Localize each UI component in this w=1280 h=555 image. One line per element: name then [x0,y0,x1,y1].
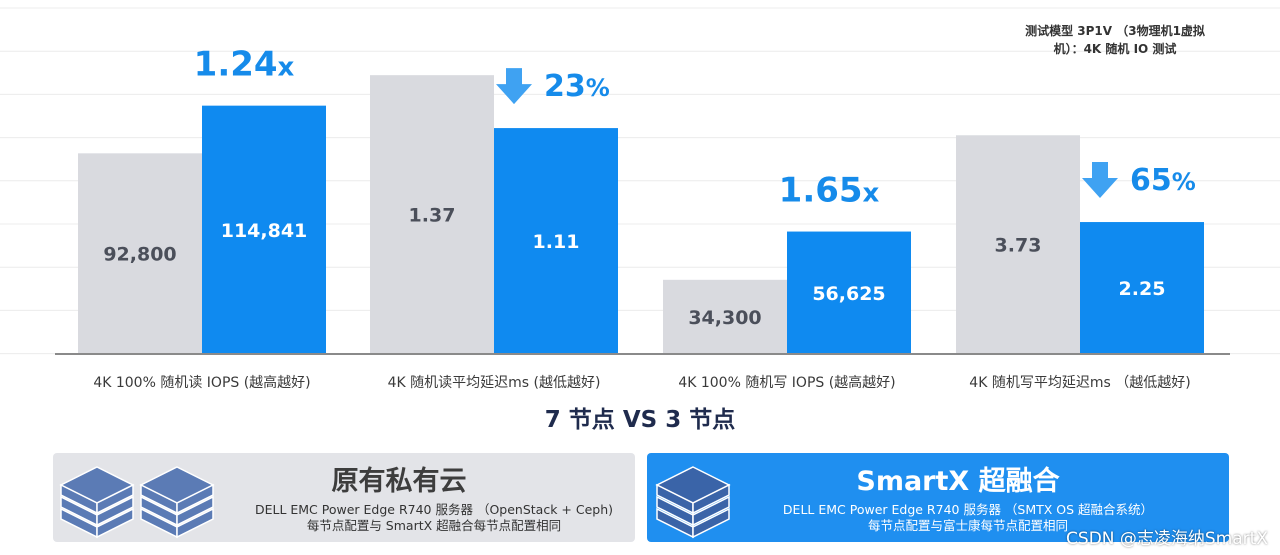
legacy-cloud-panel: 原有私有云 DELL EMC Power Edge R740 服务器 （Open… [53,453,635,542]
category-label: 4K 100% 随机读 IOPS (越高越好) [93,374,310,391]
legacy-cloud-title: 原有私有云 [331,466,467,497]
baseline-bar [663,279,787,354]
baseline-bar-value: 92,800 [103,244,176,266]
node-comparison-subtitle: 7 节点 VS 3 节点 [544,407,736,433]
reduction-annotation: 23% [544,69,610,104]
baseline-bar [370,75,494,354]
smartx-server-spec: DELL EMC Power Edge R740 服务器 （SMTX OS 超融… [782,502,1154,517]
smartx-bar-value: 2.25 [1119,278,1166,300]
legacy-cloud-server-spec: DELL EMC Power Edge R740 服务器 （OpenStack … [254,502,614,517]
smartx-bar [202,105,326,354]
baseline-bar-value: 34,300 [688,307,761,329]
test-model-note-line2: 机）：4K 随机 IO 测试 [1053,42,1177,56]
smartx-bar-value: 1.11 [533,231,580,253]
legacy-cloud-config-note: 每节点配置与 SmartX 超融合每节点配置相同 [306,518,562,533]
test-model-note-line1: 测试模型 3P1V （3物理机1虚拟 [1025,24,1205,38]
category-label: 4K 随机写平均延迟ms （越低越好) [969,375,1190,391]
category-label: 4K 随机读平均延迟ms (越低越好) [388,374,601,391]
benchmark-bar-chart: 92,800 114,841 4K 100% 随机读 IOPS (越高越好) 1.37… [0,7,1280,391]
down-arrow-icon [1082,162,1118,199]
smartx-bar [787,231,911,354]
server-stack-icon [655,466,731,539]
server-stack-icon [59,466,135,539]
smartx-bar [1080,222,1204,354]
smartx-bar [494,128,618,354]
baseline-bar-value: 1.37 [409,205,456,227]
baseline-bar [956,135,1080,354]
server-stack-icon [139,466,215,539]
smartx-title: SmartX 超融合 [856,466,1060,497]
csdn-watermark: CSDN @志凌海纳SmartX [1066,529,1268,549]
test-model-note: 测试模型 3P1V （3物理机1虚拟 机）：4K 随机 IO 测试 [1000,22,1230,58]
smartx-config-note: 每节点配置与富士康每节点配置相同 [867,518,1068,533]
baseline-bar [78,153,202,354]
smartx-bar-value: 56,625 [812,283,885,305]
baseline-bar-value: 3.73 [995,235,1042,257]
down-arrow-icon [496,68,532,105]
smartx-panel: SmartX 超融合 DELL EMC Power Edge R740 服务器 … [647,453,1229,542]
multiplier-annotation: 1.65x [779,171,880,211]
reduction-annotation: 65% [1130,163,1196,198]
smartx-bar-value: 114,841 [221,220,308,242]
category-label: 4K 100% 随机写 IOPS (越高越好) [678,374,895,391]
multiplier-annotation: 1.24x [194,45,295,85]
